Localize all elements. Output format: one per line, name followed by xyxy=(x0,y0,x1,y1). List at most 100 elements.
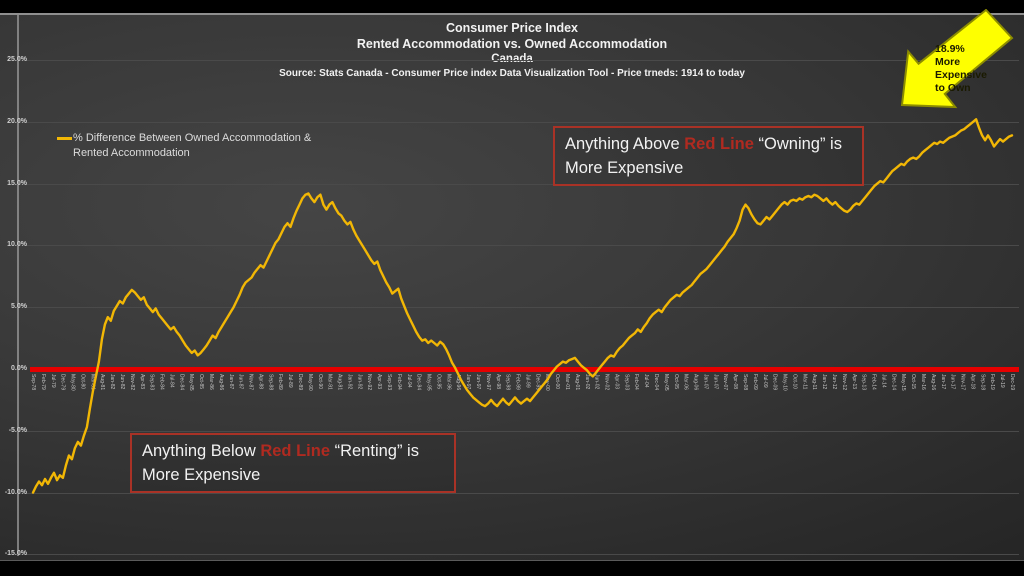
x-tick-label: Jul-84 xyxy=(168,374,175,388)
x-tick-label: Dec-09 xyxy=(771,374,778,391)
x-tick-label: Apr-08 xyxy=(732,374,739,390)
chart-title: Consumer Price Index xyxy=(446,21,578,35)
y-tick-label: 5.0% xyxy=(11,303,27,311)
x-tick-label: Feb-04 xyxy=(633,374,640,390)
y-tick-label: 25.0% xyxy=(7,56,27,63)
x-tick-label: Jan-17 xyxy=(939,374,946,390)
legend: % Difference Between Owned Accommodation… xyxy=(57,131,367,161)
x-tick-label: Dec-84 xyxy=(178,374,185,391)
y-tick-label: -10.0% xyxy=(4,488,27,496)
x-tick-label: Mar-06 xyxy=(682,374,689,390)
x-tick-label: May-05 xyxy=(662,374,669,391)
y-tick-label: 10.0% xyxy=(7,241,27,249)
x-tick-label: Jul-99 xyxy=(524,374,531,388)
x-tick-label: Jan-02 xyxy=(583,374,590,390)
x-tick-label: May-80 xyxy=(69,374,76,391)
gridline xyxy=(17,121,1019,123)
x-tick-label: Jun-12 xyxy=(831,374,837,390)
x-tick-label: Jul-19 xyxy=(999,374,1006,388)
arrow-callout: 18.9% More Expensive to Own xyxy=(896,9,1017,123)
red-line-highlight-above: Red Line xyxy=(684,135,754,153)
arrow-callout-text: 18.9% More Expensive to Own xyxy=(935,43,987,94)
x-tick-label: Oct-10 xyxy=(791,374,798,390)
x-tick-label: Dec-79 xyxy=(59,374,66,391)
x-tick-label: Aug-01 xyxy=(573,374,580,391)
x-tick-label: Jan-97 xyxy=(465,374,472,390)
x-tick-label: Sep-08 xyxy=(742,374,748,391)
x-tick-label: Apr-93 xyxy=(376,374,383,390)
x-tick-label: Jul-79 xyxy=(49,374,56,388)
x-tick-label: Mar-96 xyxy=(445,374,452,390)
gridline xyxy=(17,554,1019,556)
x-tick-label: Feb-14 xyxy=(870,374,877,390)
x-tick-label: Oct-00 xyxy=(554,374,561,390)
red-line-highlight-below: Red Line xyxy=(260,442,331,460)
presentation-slide[interactable]: Consumer Price Index Rented Accommodatio… xyxy=(0,9,1024,561)
x-tick-label: Oct-80 xyxy=(79,374,86,390)
x-tick-label: Apr-13 xyxy=(850,374,857,390)
y-tick-label: 20.0% xyxy=(7,117,27,125)
x-tick-label: Oct-05 xyxy=(672,374,679,390)
legend-line-marker xyxy=(57,137,72,140)
x-tick-label: Jul-09 xyxy=(761,374,768,388)
x-tick-label: Oct-95 xyxy=(435,374,442,390)
x-tick-label: Mar-01 xyxy=(564,374,570,390)
gridline xyxy=(17,60,1019,61)
x-tick-label: Oct-90 xyxy=(316,374,323,390)
x-tick-label: Nov-07 xyxy=(722,374,729,391)
x-tick-label: Mar-86 xyxy=(208,374,214,390)
x-tick-label: Jan-82 xyxy=(109,374,116,390)
x-tick-label: May-00 xyxy=(544,374,551,391)
x-tick-label: May-15 xyxy=(900,374,907,391)
x-tick-label: Mar-11 xyxy=(801,374,808,390)
x-tick-label: Nov-97 xyxy=(484,374,491,391)
gridline xyxy=(17,245,1019,247)
x-tick-label: Apr-03 xyxy=(613,374,620,390)
gridline xyxy=(17,307,1019,309)
x-tick-label: Nov-12 xyxy=(840,374,847,391)
down-left-arrow-icon xyxy=(900,9,1014,109)
gridline xyxy=(17,183,1019,185)
x-tick-label: Sep-93 xyxy=(386,374,392,391)
x-tick-label: Jun-07 xyxy=(712,374,719,390)
x-tick-label: Aug-86 xyxy=(217,374,224,391)
y-tick-label: 15.0% xyxy=(7,179,27,187)
chart-title-block: Consumer Price Index Rented Accommodatio… xyxy=(0,20,1024,81)
x-tick-label: May-10 xyxy=(781,374,788,391)
zero-baseline-red-line xyxy=(30,366,1019,372)
x-tick-label: Dec-89 xyxy=(297,374,303,391)
x-tick-label: Aug-11 xyxy=(811,374,818,390)
x-tick-label: Feb-94 xyxy=(395,374,402,390)
x-tick-label: Jun-82 xyxy=(119,374,125,390)
legend-label: % Difference Between Owned Accommodation… xyxy=(73,132,312,159)
x-tick-label: Sep-13 xyxy=(860,374,867,391)
x-tick-label: Apr-88 xyxy=(257,374,264,390)
y-tick-label: 0.0% xyxy=(11,365,27,372)
x-tick-label: Aug-81 xyxy=(99,374,106,391)
callout-above-red-line: Anything Above Red Line “Owning” is More… xyxy=(553,126,864,186)
x-tick-label: Jun-02 xyxy=(593,374,600,390)
x-tick-label: Aug-16 xyxy=(929,374,936,391)
x-tick-label: Oct-85 xyxy=(198,374,205,390)
x-tick-label: Jul-89 xyxy=(287,374,294,388)
x-tick-label: Jul-04 xyxy=(643,374,650,388)
callout-below-red-line: Anything Below Red Line “Renting” is Mor… xyxy=(130,433,456,493)
x-tick-label: Nov-02 xyxy=(603,374,610,391)
x-tick-label: Jun-92 xyxy=(356,374,363,390)
x-tick-label: Feb-09 xyxy=(751,374,758,390)
x-tick-label: Mar-91 xyxy=(326,374,333,390)
x-tick-label: Dec-19 xyxy=(1009,374,1015,391)
x-tick-label: Nov-17 xyxy=(959,374,966,391)
x-tick-label: Sep-78 xyxy=(30,374,36,391)
x-tick-label: Sep-83 xyxy=(148,374,155,391)
x-tick-label: Oct-15 xyxy=(910,374,917,390)
chart-source-label: Source: Stats Canada - Consumer Price in… xyxy=(279,68,745,79)
x-tick-label: Jun-97 xyxy=(475,374,481,390)
y-axis-line xyxy=(17,15,19,556)
y-tick-label: -15.0% xyxy=(4,550,27,558)
x-tick-label: Jan-92 xyxy=(346,374,353,390)
x-tick-label: Sep-18 xyxy=(979,374,986,391)
x-tick-label: Sep-98 xyxy=(504,374,511,391)
x-tick-label: Dec-04 xyxy=(653,374,659,391)
